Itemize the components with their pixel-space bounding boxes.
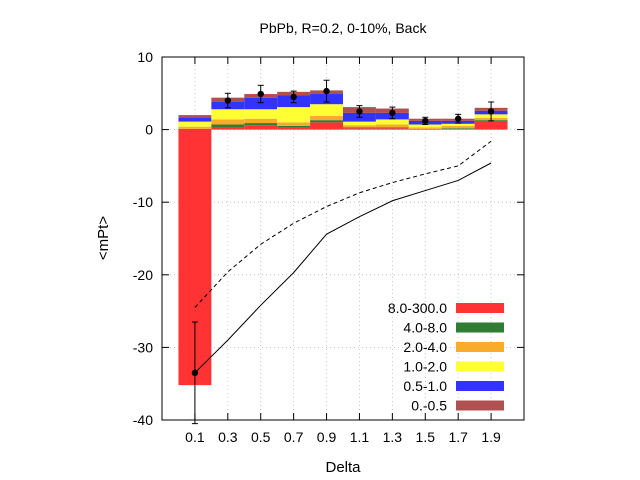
bar-segment	[178, 126, 212, 129]
legend-swatch	[456, 361, 504, 372]
legend-swatch	[456, 400, 504, 411]
legend-label: 2.0-4.0	[403, 339, 447, 355]
legend-label: 0.5-1.0	[403, 378, 447, 394]
bar-segment	[310, 115, 343, 121]
data-points	[191, 79, 495, 425]
bar-segment	[343, 128, 376, 130]
bar-segment	[211, 124, 245, 128]
data-point	[257, 90, 264, 98]
bar-segment	[244, 123, 278, 126]
x-tick-label: 0.9	[317, 429, 337, 445]
x-tick-label: 1.1	[350, 429, 370, 445]
legend-label: 0.-0.5	[411, 398, 447, 414]
data-point	[389, 109, 396, 117]
legend: 8.0-300.0 4.0-8.0 2.0-4.0 1.0-2.0 0.5-1.0 0.-…	[388, 300, 504, 414]
bar-segment	[375, 119, 409, 125]
bar-segment	[244, 109, 278, 119]
bar-segment	[441, 128, 475, 130]
y-tick-label: -20	[133, 267, 153, 283]
bar-segment	[408, 124, 442, 128]
bar-segment	[408, 127, 442, 129]
x-axis-title: Delta	[325, 459, 361, 476]
legend-label: 4.0-8.0	[403, 320, 447, 336]
bar-segment	[375, 124, 409, 128]
bar-segment	[277, 127, 311, 130]
data-point	[224, 97, 232, 104]
bar-segment	[343, 125, 376, 128]
bar-segment	[343, 127, 376, 129]
bar-segment	[277, 122, 311, 126]
legend-swatch	[456, 303, 504, 313]
legend-label: 1.0-2.0	[403, 359, 447, 375]
legend-swatch	[456, 381, 504, 391]
bar-segment	[441, 123, 475, 126]
x-tick-label: 1.7	[448, 429, 468, 445]
y-tick-label: -40	[133, 412, 153, 428]
bar-segment	[244, 118, 278, 124]
bar-segment	[211, 127, 245, 130]
bar-segment	[277, 125, 311, 128]
data-point	[487, 108, 495, 115]
bar-segment	[441, 125, 475, 129]
x-tick-label: 1.5	[416, 429, 436, 445]
bar-segment	[441, 128, 475, 129]
bar-segment	[375, 128, 409, 130]
bar-segment	[178, 128, 212, 130]
x-tick-label: 0.7	[284, 429, 304, 445]
plot-frame	[161, 56, 525, 421]
bar-segment	[474, 121, 508, 130]
data-point	[356, 108, 363, 115]
axis-ticks: 10 0 -10 -20 -30 -40 0.1 0.3 0.5 0.7 0.9 1.1 1.3 1.5 1…	[133, 49, 524, 445]
bar-segment	[244, 97, 278, 110]
legend-swatch	[456, 322, 504, 333]
bar-segment	[211, 109, 245, 120]
x-tick-label: 1.9	[481, 429, 501, 445]
data-point	[422, 117, 429, 125]
bar-segment	[277, 107, 311, 123]
data-point	[323, 87, 330, 95]
x-tick-label: 0.3	[218, 429, 238, 445]
legend-label: 8.0-300.0	[388, 300, 447, 316]
x-tick-label: 1.3	[383, 429, 403, 445]
y-tick-label: -30	[133, 339, 153, 355]
dashed-line	[194, 140, 492, 308]
curves	[194, 140, 492, 374]
x-tick-label: 0.1	[185, 429, 205, 445]
y-tick-label: 10	[137, 49, 153, 65]
bar-segment	[310, 104, 343, 116]
bar-segment	[310, 120, 343, 123]
bar-segment	[178, 117, 212, 122]
data-point	[191, 369, 199, 377]
chart-title: PbPb, R=0.2, 0-10%, Back	[260, 20, 428, 36]
bar-segment	[244, 125, 278, 130]
y-axis-title: <mPt>	[95, 216, 112, 260]
data-point	[290, 93, 297, 101]
x-tick-label: 0.5	[251, 429, 271, 445]
bar-segment	[343, 121, 376, 126]
legend-swatch	[456, 342, 504, 352]
solid-line	[194, 162, 492, 374]
bar-segment	[178, 115, 212, 118]
data-point	[454, 115, 462, 122]
bar-segment	[178, 121, 212, 127]
bar-segment	[211, 119, 245, 125]
y-tick-label: 0	[145, 122, 153, 138]
bar-segment	[310, 122, 343, 130]
bar-segment	[375, 127, 409, 129]
y-tick-label: -10	[133, 194, 153, 210]
bar-segment	[408, 128, 442, 130]
